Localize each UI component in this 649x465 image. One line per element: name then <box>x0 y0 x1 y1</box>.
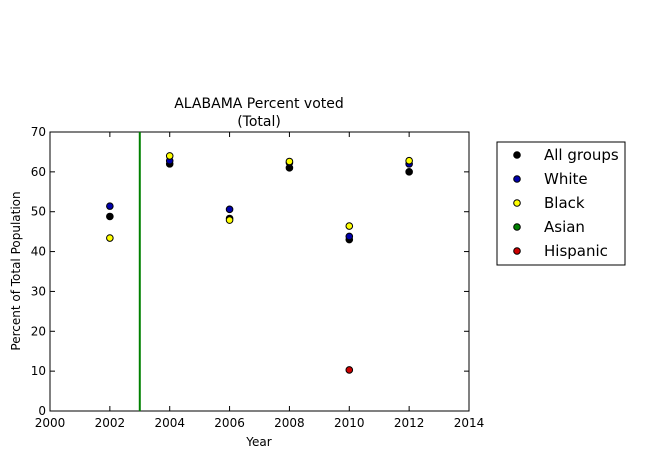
x-tick-label: 2012 <box>394 416 425 430</box>
legend-label-hispanic: Hispanic <box>544 242 608 260</box>
y-axis-label: Percent of Total Population <box>9 191 23 350</box>
x-tick-label: 2000 <box>35 416 66 430</box>
y-tick-label: 70 <box>31 125 46 139</box>
legend-marker-all-groups <box>513 151 521 159</box>
x-tick-label: 2014 <box>454 416 485 430</box>
plot-frame <box>49 131 470 412</box>
data-point-black <box>405 156 413 165</box>
data-point-hispanic <box>345 366 354 374</box>
chart-subtitle: (Total) <box>237 114 281 130</box>
plot-area: 2000 2002 2004 2006 2008 2010 2012 2014 0 10 20 30 4… <box>31 125 485 430</box>
x-tick-label: 2002 <box>95 416 126 430</box>
x-tick-label: 2006 <box>214 416 245 430</box>
legend-label-white: White <box>544 170 588 188</box>
data-point-black <box>106 234 114 242</box>
data-point-white <box>345 232 354 241</box>
data-point-all-groups <box>405 168 413 176</box>
legend-marker-asian <box>513 223 521 231</box>
data-point-black <box>225 216 234 224</box>
legend-label-all-groups: All groups <box>544 146 619 164</box>
x-axis-label: Year <box>245 435 271 449</box>
y-tick-label: 30 <box>31 284 46 298</box>
legend-label-asian: Asian <box>544 218 585 236</box>
y-tick-label: 60 <box>31 165 46 179</box>
data-point-black <box>165 152 174 160</box>
legend-label-black: Black <box>544 194 585 212</box>
chart-title: ALABAMA Percent voted <box>174 96 344 112</box>
data-point-black <box>345 222 354 230</box>
data-point-black <box>285 157 294 166</box>
y-tick-label: 10 <box>31 364 46 378</box>
data-point-white <box>225 205 234 214</box>
y-tick-label: 40 <box>31 245 46 259</box>
data-point-white <box>106 202 114 210</box>
legend-marker-black <box>513 199 521 207</box>
x-tick-label: 2008 <box>274 416 305 430</box>
y-tick-label: 50 <box>31 205 46 219</box>
y-tick-label: 20 <box>31 324 46 338</box>
legend: All groups White Black Asian Hispanic <box>496 141 626 266</box>
legend-marker-hispanic <box>513 247 521 255</box>
x-tick-label: 2004 <box>154 416 185 430</box>
x-tick-label: 2010 <box>334 416 365 430</box>
y-tick-label: 0 <box>38 404 46 418</box>
legend-marker-white <box>513 175 521 183</box>
data-point-all-groups <box>106 212 114 221</box>
